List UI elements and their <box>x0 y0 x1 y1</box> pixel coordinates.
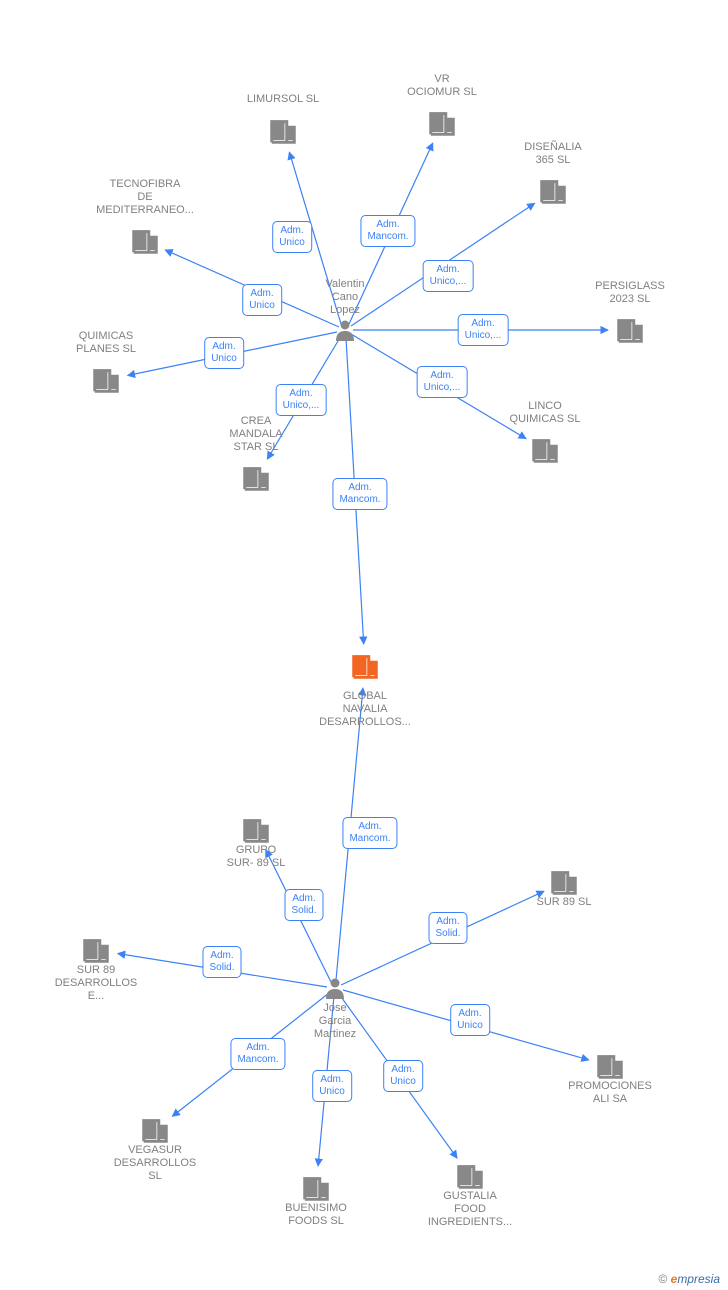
edge <box>336 688 363 980</box>
edge <box>267 336 341 459</box>
company-node[interactable] <box>245 469 268 490</box>
company-node[interactable] <box>354 657 377 678</box>
company-node[interactable] <box>95 371 118 392</box>
person-node[interactable] <box>326 979 344 1000</box>
edge <box>266 850 331 982</box>
person-node[interactable] <box>336 321 354 342</box>
edge <box>349 143 433 324</box>
edge <box>289 152 341 324</box>
edge <box>128 332 337 376</box>
edge <box>351 203 535 326</box>
network-graph <box>0 0 728 1290</box>
company-node[interactable] <box>85 941 108 962</box>
copyright-symbol: © <box>658 1272 667 1286</box>
company-node[interactable] <box>542 182 565 203</box>
company-node[interactable] <box>144 1121 167 1142</box>
edge <box>172 993 329 1116</box>
edge <box>346 338 364 644</box>
company-node[interactable] <box>134 232 157 253</box>
edge <box>165 250 339 327</box>
edge <box>343 990 589 1060</box>
brand-rest: mpresia <box>677 1272 720 1286</box>
copyright: © empresia <box>658 1272 720 1286</box>
company-node[interactable] <box>534 441 557 462</box>
company-node[interactable] <box>553 873 576 894</box>
edge <box>341 891 544 985</box>
edge <box>351 334 526 439</box>
company-node[interactable] <box>272 122 295 143</box>
edge <box>118 953 327 987</box>
company-node[interactable] <box>619 321 642 342</box>
company-node[interactable] <box>305 1179 328 1200</box>
company-node[interactable] <box>459 1167 482 1188</box>
company-node[interactable] <box>599 1057 622 1078</box>
company-node[interactable] <box>245 821 268 842</box>
company-node[interactable] <box>431 114 454 135</box>
edge <box>318 996 334 1166</box>
edge <box>339 994 457 1158</box>
